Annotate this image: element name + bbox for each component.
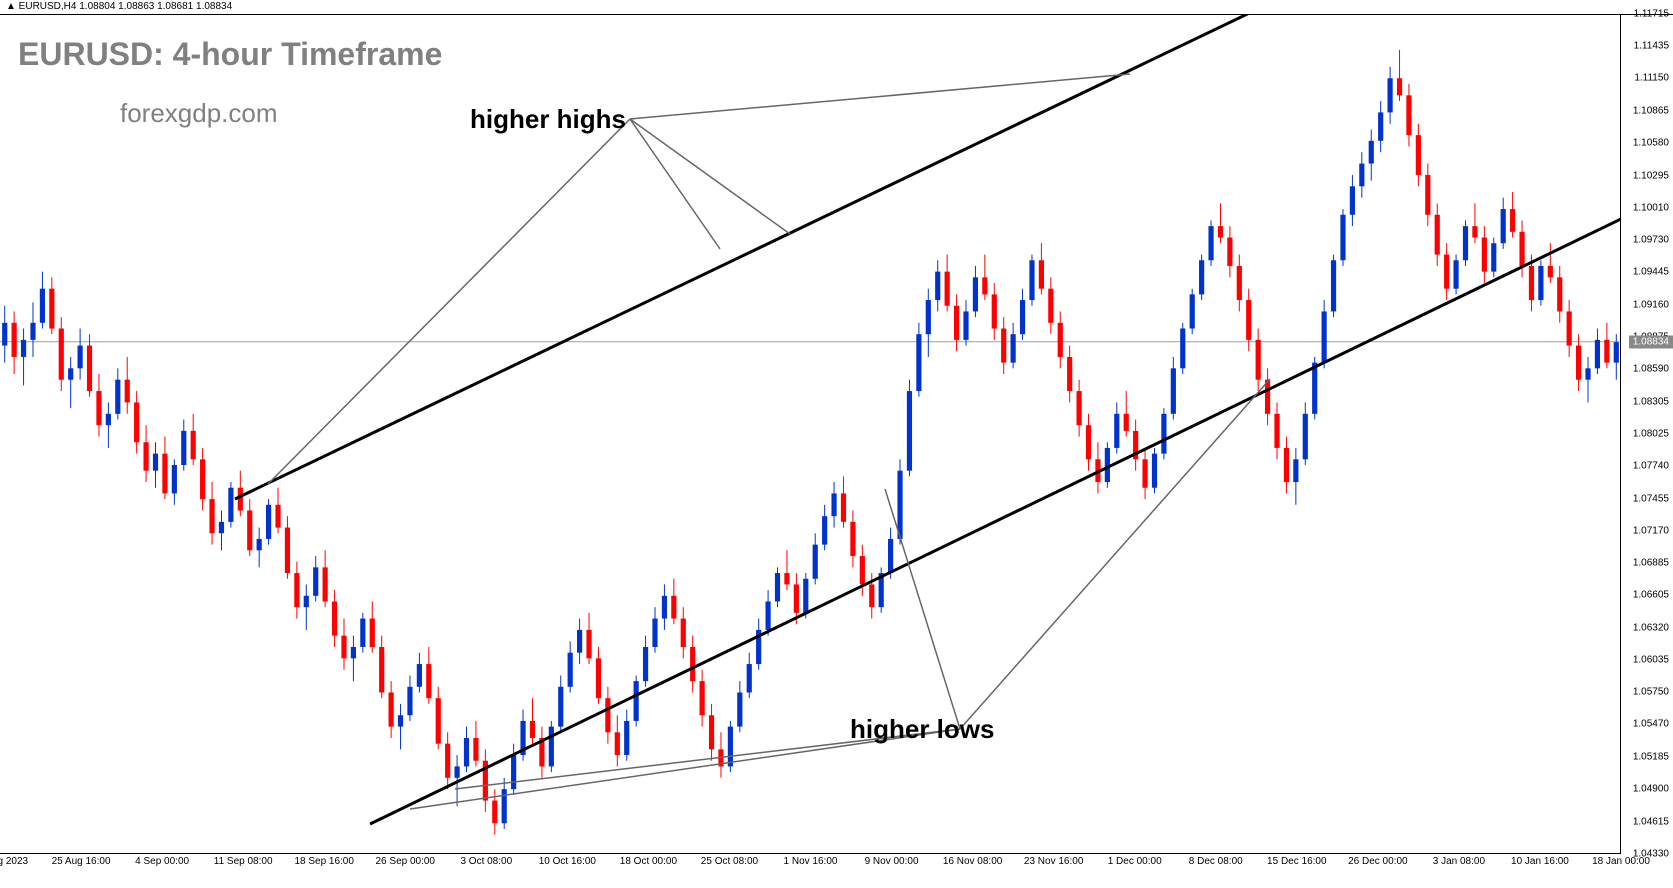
x-tick: 4 Sep 00:00 [135,856,189,867]
x-tick: 26 Dec 00:00 [1348,856,1408,867]
y-tick: 1.05185 [1633,751,1669,762]
x-tick: 25 Aug 16:00 [52,856,111,867]
y-tick: 1.04900 [1633,784,1669,795]
x-tick: 9 Nov 00:00 [865,856,919,867]
x-tick: 10 Jan 16:00 [1511,856,1569,867]
x-tick: 3 Jan 08:00 [1433,856,1485,867]
y-tick: 1.10865 [1633,105,1669,116]
y-tick: 1.04615 [1633,816,1669,827]
chart-watermark: forexgdp.com [120,98,278,129]
y-tick: 1.11150 [1634,73,1669,84]
y-tick: 1.09730 [1633,234,1669,245]
y-tick: 1.06605 [1633,590,1669,601]
y-axis: 1.117151.114351.111501.108651.105801.102… [1620,14,1673,854]
y-tick: 1.10295 [1633,170,1669,181]
x-tick: 18 Sep 16:00 [294,856,354,867]
x-tick: 18 Jan 00:00 [1592,856,1650,867]
y-tick: 1.07740 [1633,461,1669,472]
x-tick: 1 Nov 16:00 [784,856,838,867]
x-tick: 15 Dec 16:00 [1267,856,1327,867]
y-tick: 1.10010 [1633,202,1669,213]
x-tick: 18 Oct 00:00 [620,856,677,867]
x-tick: 8 Dec 08:00 [1189,856,1243,867]
chart-svg [0,14,1621,854]
y-tick: 1.08305 [1633,396,1669,407]
y-tick: 1.11715 [1634,9,1669,20]
y-tick: 1.07170 [1633,525,1669,536]
plot-area[interactable]: EURUSD: 4-hour Timeframe forexgdp.com hi… [0,14,1621,854]
y-tick: 1.09445 [1633,267,1669,278]
x-tick: 10 Oct 16:00 [539,856,596,867]
x-tick: 11 Sep 08:00 [214,856,273,867]
annotation-higher-lows: higher lows [850,714,994,745]
y-tick: 1.05470 [1633,719,1669,730]
chart-title: EURUSD: 4-hour Timeframe [18,36,442,73]
y-tick: 1.11435 [1634,40,1669,51]
y-tick: 1.08590 [1633,364,1669,375]
y-tick: 1.06885 [1633,558,1669,569]
y-tick: 1.05750 [1633,687,1669,698]
y-tick: 1.06035 [1633,655,1669,666]
y-tick: 1.10580 [1633,138,1669,149]
annotation-higher-highs: higher highs [470,104,626,135]
x-tick: 25 Oct 08:00 [701,856,758,867]
x-tick: 18 Aug 2023 [0,856,28,867]
y-tick: 1.06320 [1633,622,1669,633]
y-tick: 1.07455 [1633,493,1669,504]
current-price-tag: 1.08834 [1629,335,1673,348]
y-tick: 1.09160 [1633,299,1669,310]
x-tick: 16 Nov 08:00 [943,856,1003,867]
x-axis: 18 Aug 2023 25 Aug 16:00 4 Sep 00:00 11 Sep… [0,853,1621,888]
x-tick: 26 Sep 00:00 [376,856,436,867]
x-tick: 23 Nov 16:00 [1024,856,1084,867]
y-tick: 1.08025 [1633,428,1669,439]
chart-container: ▲ EURUSD,H4 1.08804 1.08863 1.08681 1.08… [0,0,1673,888]
x-tick: 3 Oct 08:00 [460,856,512,867]
chart-header-bar: ▲ EURUSD,H4 1.08804 1.08863 1.08681 1.08… [0,0,1673,15]
x-tick: 1 Dec 00:00 [1108,856,1162,867]
